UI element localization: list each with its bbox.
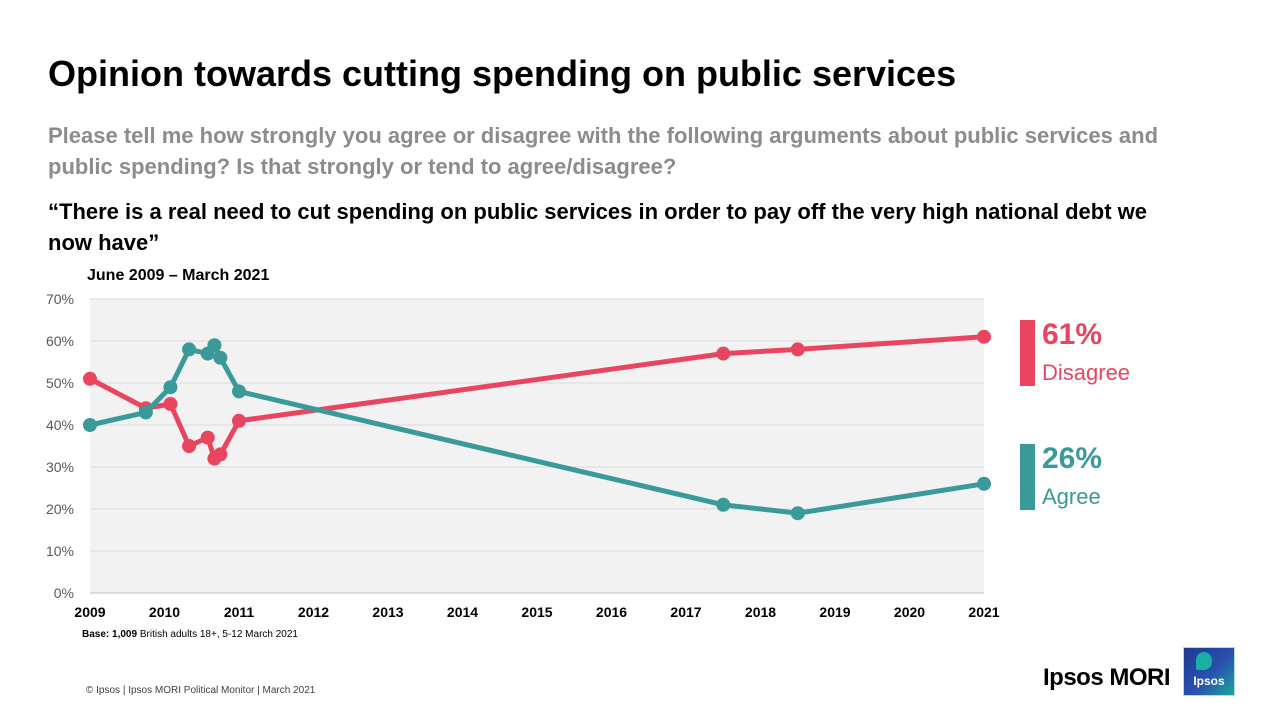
y-tick-label: 40%	[46, 417, 74, 433]
x-tick-label: 2020	[894, 604, 925, 620]
x-tick-label: 2010	[149, 604, 180, 620]
disagree-callout-label: Disagree	[1042, 360, 1131, 385]
survey-statement: “There is a real need to cut spending on…	[48, 199, 1147, 255]
agree-data-point	[716, 497, 731, 512]
footer-note: © Ipsos | Ipsos MORI Political Monitor |…	[86, 685, 316, 696]
chart-period: June 2009 – March 2021	[87, 267, 270, 284]
agree-callout-value: 26%	[1042, 442, 1103, 475]
agree-data-point	[790, 506, 805, 521]
disagree-data-point	[790, 342, 805, 357]
base-number: 1,009	[112, 629, 138, 640]
x-tick-label: 2013	[372, 604, 403, 620]
base-label: Base:	[82, 629, 110, 640]
y-tick-label: 50%	[46, 375, 74, 391]
base-note: Base: 1,009 British adults 18+, 5-12 Mar…	[82, 629, 298, 640]
x-tick-label: 2015	[521, 604, 552, 620]
x-tick-label: 2019	[819, 604, 850, 620]
disagree-callout-bar	[1020, 320, 1035, 386]
agree-data-point	[232, 384, 246, 399]
disagree-data-point	[163, 397, 178, 411]
agree-data-point	[138, 405, 153, 420]
agree-callout-label: Agree	[1042, 484, 1101, 509]
disagree-data-point	[977, 329, 991, 344]
survey-question: Please tell me how strongly you agree or…	[48, 123, 1159, 179]
agree-callout-bar	[1020, 444, 1035, 510]
disagree-data-point	[182, 439, 197, 453]
disagree-data-point	[213, 447, 228, 462]
x-tick-label: 2014	[447, 604, 478, 620]
y-tick-label: 10%	[46, 543, 74, 559]
logo-word: Ipsos	[1193, 674, 1225, 688]
y-tick-label: 30%	[46, 459, 74, 475]
disagree-callout-value: 61%	[1042, 318, 1103, 351]
x-tick-label: 2016	[596, 604, 627, 620]
page-title: Opinion towards cutting spending on publ…	[48, 53, 957, 94]
x-tick-label: 2018	[745, 604, 776, 620]
y-tick-label: 60%	[46, 333, 74, 349]
base-description: British adults 18+, 5-12 March 2021	[139, 629, 298, 640]
agree-data-point	[207, 338, 222, 353]
disagree-data-point	[716, 346, 731, 361]
y-tick-label: 70%	[46, 291, 74, 307]
agree-data-point	[977, 476, 991, 491]
logo-glyph-icon	[1196, 652, 1212, 670]
agree-data-point	[182, 342, 197, 357]
x-tick-label: 2017	[670, 604, 701, 620]
x-tick-label: 2009	[74, 604, 105, 620]
brand-name: Ipsos MORI	[1043, 664, 1171, 691]
disagree-data-point	[83, 371, 97, 386]
x-tick-label: 2012	[298, 604, 329, 620]
ipsos-logo: Ipsos	[1183, 647, 1235, 696]
x-tick-label: 2021	[968, 604, 999, 620]
agree-data-point	[83, 418, 97, 432]
y-tick-label: 0%	[54, 585, 74, 601]
disagree-data-point	[232, 413, 246, 428]
agree-data-point	[163, 380, 178, 395]
disagree-data-point	[200, 430, 215, 445]
x-tick-label: 2011	[224, 604, 255, 620]
agree-data-point	[213, 350, 228, 365]
y-tick-label: 20%	[46, 501, 74, 517]
